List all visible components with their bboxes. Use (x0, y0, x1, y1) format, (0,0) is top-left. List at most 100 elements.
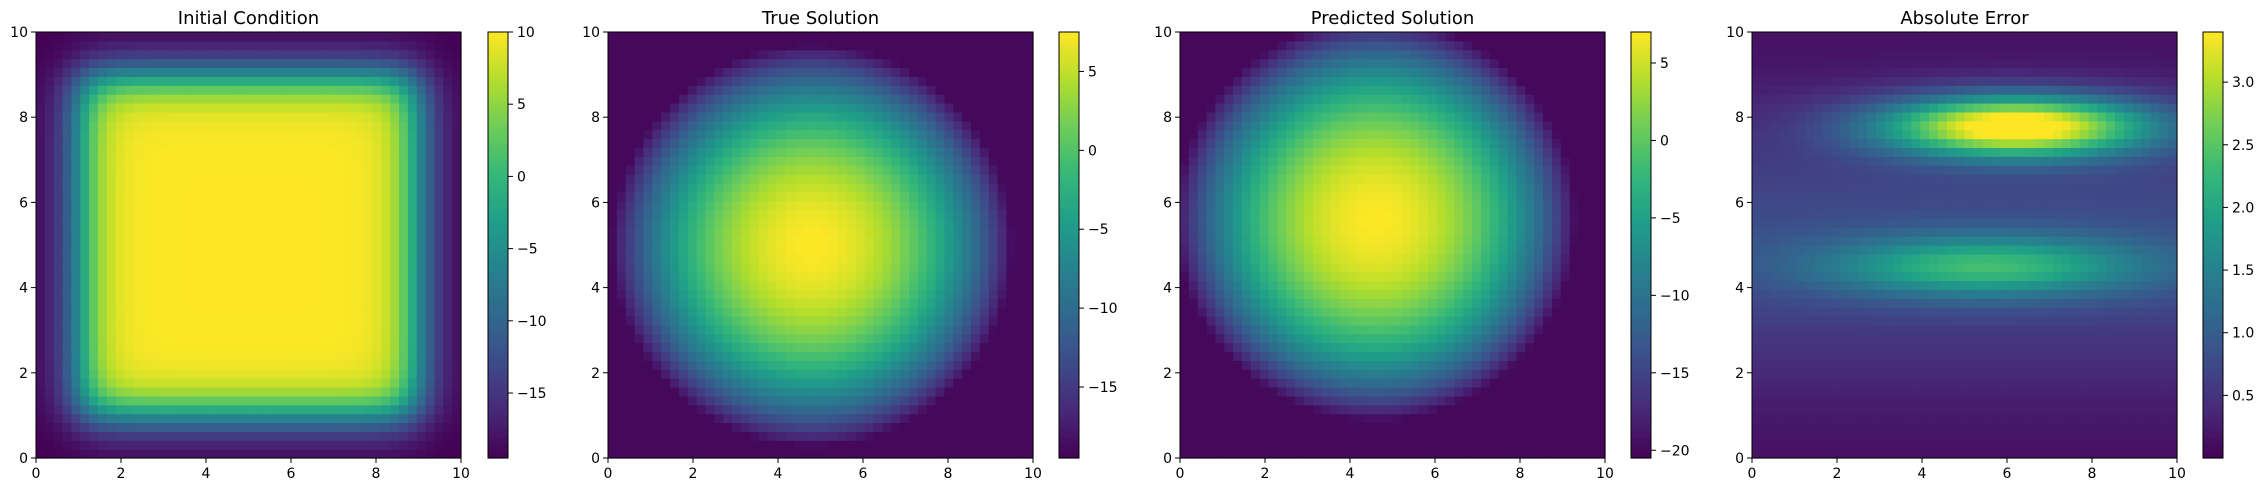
heatmap-cell (239, 85, 250, 95)
heatmap-cell (616, 280, 627, 290)
heatmap-cell (275, 76, 285, 86)
heatmap-cell (89, 67, 99, 77)
heatmap-cell (1015, 32, 1025, 42)
heatmap-cell (811, 422, 822, 432)
heatmap-cell (979, 174, 990, 184)
heatmap-cell (909, 67, 919, 77)
heatmap-cell (1224, 431, 1234, 441)
heatmap-cell (345, 120, 356, 131)
heatmap-cell (917, 369, 928, 379)
heatmap-cell (328, 440, 338, 450)
heatmap-cell (687, 165, 698, 175)
heatmap-cell (319, 165, 329, 175)
heatmap-cell (124, 165, 134, 175)
heatmap-cell (292, 316, 303, 326)
heatmap-cell (971, 111, 981, 122)
heatmap-cell (740, 395, 751, 406)
heatmap-cell (1024, 32, 1034, 42)
heatmap-cell (71, 182, 81, 193)
heatmap-cell (1024, 253, 1034, 264)
heatmap-cell (891, 76, 901, 86)
heatmap-cell (425, 200, 436, 211)
heatmap-cell (443, 174, 453, 184)
heatmap-cell (44, 32, 55, 42)
heatmap-cell (926, 431, 937, 441)
heatmap-cell (36, 413, 46, 424)
heatmap-cell (696, 67, 706, 77)
heatmap-cell (275, 360, 285, 370)
heatmap-cell (89, 253, 99, 264)
heatmap-cell (705, 120, 715, 131)
heatmap-cell (416, 174, 427, 184)
heatmap-cell (53, 209, 64, 219)
heatmap-cell (239, 449, 250, 459)
heatmap-cell (124, 174, 134, 184)
heatmap-cell (80, 316, 90, 326)
heatmap-cell (266, 289, 276, 299)
heatmap-cell (62, 147, 73, 157)
heatmap-cell (882, 369, 892, 379)
heatmap-cell (310, 182, 320, 193)
heatmap-cell (97, 378, 108, 388)
heatmap-cell (944, 280, 954, 290)
heatmap-cell (452, 253, 462, 264)
heatmap-cell (944, 262, 954, 273)
colorbar-swatch (1059, 202, 1079, 209)
heatmap-cell (434, 120, 444, 131)
heatmap-cell (687, 333, 698, 344)
heatmap-cell (443, 351, 453, 361)
heatmap-cell (354, 94, 365, 104)
heatmap-cell (36, 236, 46, 246)
heatmap-cell (292, 289, 303, 299)
heatmap-cell (407, 440, 418, 450)
heatmap-cell (979, 369, 990, 379)
heatmap-cell (1006, 369, 1016, 379)
heatmap-cell (204, 351, 214, 361)
heatmap-cell (820, 58, 830, 69)
heatmap-cell (80, 147, 90, 157)
heatmap-cell (740, 67, 751, 77)
heatmap-cell (608, 236, 618, 246)
heatmap-cell (159, 32, 170, 42)
heatmap-cell (776, 440, 786, 450)
heatmap-cell (195, 422, 205, 432)
heatmap-cell (900, 449, 910, 459)
heatmap-cell (283, 138, 294, 148)
heatmap-cell (230, 387, 241, 397)
heatmap-cell (678, 431, 689, 441)
heatmap-cell (971, 94, 981, 104)
colorbar-swatch (1059, 388, 1079, 395)
heatmap-cell (115, 253, 126, 264)
heatmap-cell (802, 271, 813, 282)
heatmap-cell (204, 289, 214, 299)
heatmap-cell (1286, 440, 1296, 450)
heatmap-cell (186, 333, 196, 344)
colorbar-swatch (1059, 330, 1079, 337)
heatmap-cell (625, 182, 636, 193)
colorbar-swatch (1059, 452, 1079, 459)
heatmap-cell (820, 262, 830, 273)
heatmap-cell (301, 245, 312, 255)
heatmap-cell (177, 316, 188, 326)
heatmap-cell (997, 103, 1008, 113)
heatmap-cell (873, 387, 884, 397)
heatmap-cell (944, 298, 954, 308)
heatmap-cell (328, 413, 338, 424)
heatmap-cell (142, 449, 152, 459)
heatmap-cell (452, 422, 462, 432)
heatmap-cell (53, 262, 64, 273)
heatmap-cell (186, 351, 196, 361)
heatmap-cell (661, 333, 671, 344)
heatmap-cell (204, 111, 214, 122)
heatmap-cell (909, 271, 919, 282)
heatmap-cell (124, 413, 134, 424)
heatmap-cell (425, 67, 436, 77)
heatmap-cell (1357, 449, 1367, 459)
heatmap-cell (935, 316, 946, 326)
heatmap-cell (643, 440, 653, 450)
heatmap-cell (1241, 449, 1252, 459)
heatmap-cell (301, 129, 312, 140)
heatmap-cell (230, 413, 241, 424)
heatmap-cell (785, 449, 795, 459)
heatmap-cell (399, 307, 409, 317)
